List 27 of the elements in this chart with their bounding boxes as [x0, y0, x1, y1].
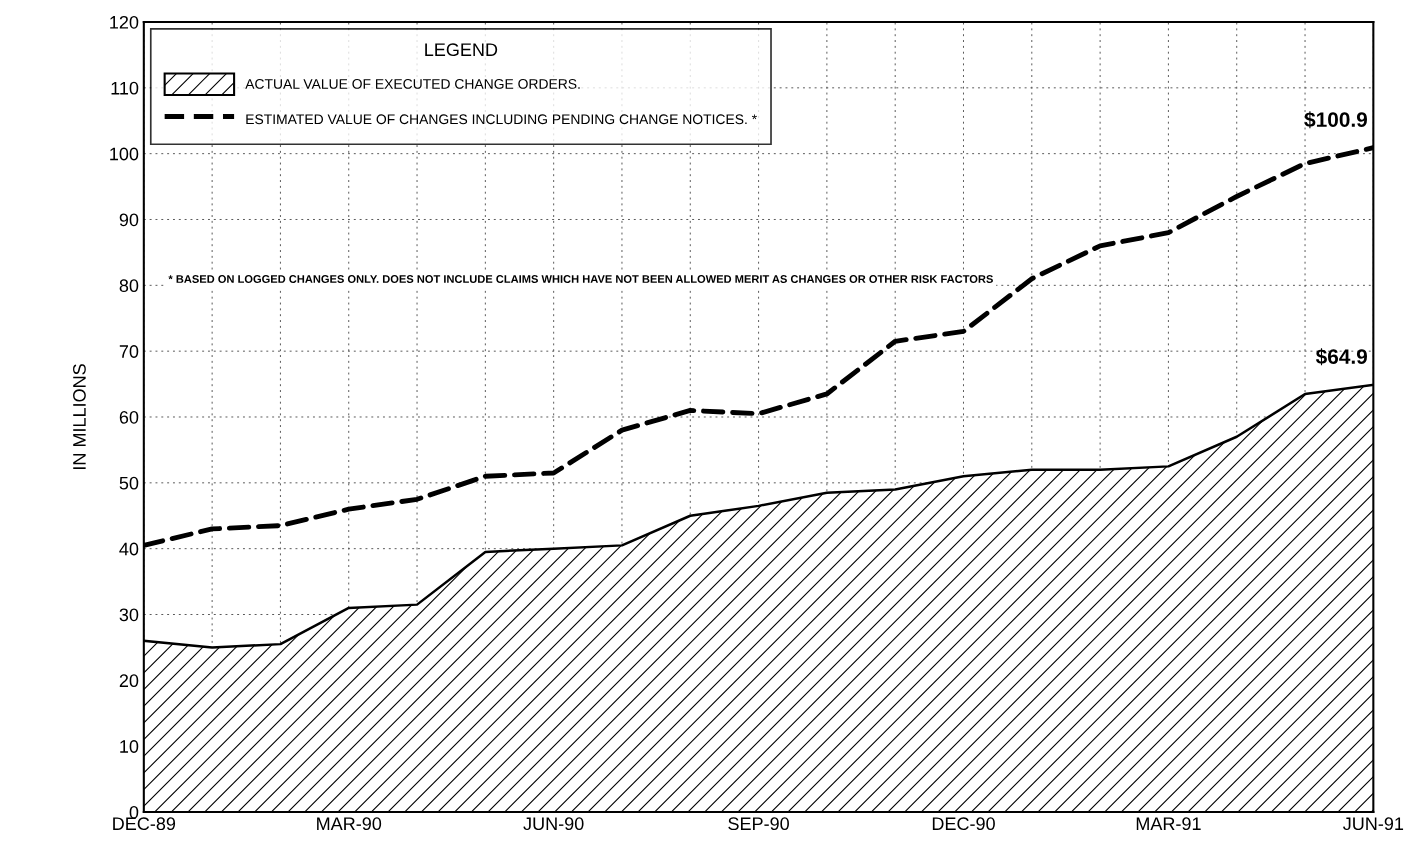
y-tick-label: 70	[119, 345, 139, 358]
annotation: $100.9	[1304, 111, 1368, 129]
y-tick-label: 10	[120, 740, 139, 753]
legend-title: LEGEND	[425, 43, 498, 57]
x-tick-label: DEC-90	[932, 817, 995, 831]
x-tick-label: DEC-89	[113, 817, 176, 831]
y-tick-label: 90	[119, 213, 139, 227]
y-tick-label: 20	[119, 674, 139, 688]
y-tick-label: 60	[119, 410, 139, 424]
x-tick-label: JUN-90	[523, 817, 584, 831]
y-tick-label: 50	[119, 476, 139, 490]
y-tick-label: 80	[119, 279, 139, 293]
y-tick-label: 120	[110, 15, 139, 29]
x-tick-label: JUN-91	[1343, 817, 1404, 831]
x-tick-label: SEP-90	[728, 817, 789, 831]
legend-label: ACTUAL VALUE OF EXECUTED CHANGE ORDERS.	[245, 78, 580, 89]
y-tick-label: 0	[129, 805, 139, 819]
legend-label: ESTIMATED VALUE OF CHANGES INCLUDING PENDING CHANGE NOTICES. *	[246, 114, 757, 125]
annotation: $64.9	[1315, 348, 1368, 366]
y-tick-label: 30	[119, 608, 139, 622]
y-axis-title: IN MILLIONS	[73, 364, 86, 470]
y-tick-label: 40	[119, 542, 139, 556]
x-tick-label: MAR-91	[1136, 817, 1201, 831]
y-tick-label: 110	[111, 81, 139, 95]
annotation: * BASED ON LOGGED CHANGES ONLY. DOES NOT INCLUDE CLAIMS WHICH HAVE NOT BEEN ALLOWED MERIT AS CHANGES OR OTHER RISK FACTORS	[168, 275, 993, 283]
x-tick-label: MAR-90	[317, 817, 382, 831]
y-tick-label: 100	[110, 147, 139, 161]
